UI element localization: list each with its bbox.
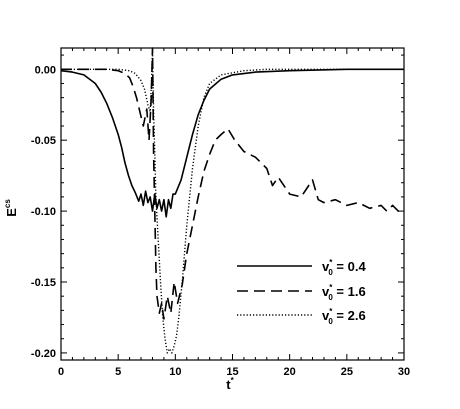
- y-axis-ticks: 0.00 -0.05 -0.10 -0.15 -0.20: [31, 54, 404, 360]
- legend-label-2: v* 0 = 2.6: [322, 307, 366, 326]
- legend-subscript-2: 0: [328, 317, 333, 326]
- legend-superscript-0: *: [329, 258, 333, 267]
- x-tick-label: 0: [58, 366, 64, 378]
- series-line-2: [61, 51, 404, 354]
- legend-symbol-0: v: [322, 259, 330, 274]
- legend-value-1: 1.6: [348, 284, 366, 299]
- y-tick-label: -0.05: [31, 135, 56, 147]
- legend-subscript-1: 0: [328, 293, 333, 302]
- y-axis-label-main: E: [4, 208, 19, 217]
- x-tick-label: 10: [169, 366, 181, 378]
- x-tick-label: 15: [226, 366, 238, 378]
- legend-eq-2: =: [333, 308, 348, 323]
- legend-label-0: v* 0 = 0.4: [322, 258, 366, 277]
- legend-entry-1: v* 0 = 1.6: [237, 283, 366, 302]
- x-tick-label: 30: [398, 366, 410, 378]
- x-tick-label: 20: [284, 366, 296, 378]
- y-tick-label: -0.10: [31, 206, 56, 218]
- x-axis-ticks: 0 5 10 15 20 25 30: [58, 48, 410, 378]
- y-axis-label: Ecs: [3, 199, 19, 217]
- legend-superscript-2: *: [329, 307, 333, 316]
- y-tick-label: 0.00: [35, 64, 56, 76]
- legend-superscript-1: *: [329, 283, 333, 292]
- x-axis-label-main: t: [226, 377, 231, 392]
- y-axis-label-superscript: cs: [3, 199, 12, 208]
- legend-value-2: 2.6: [348, 308, 366, 323]
- legend-subscript-0: 0: [328, 268, 333, 277]
- y-tick-label: -0.15: [31, 277, 56, 289]
- x-axis-label: t*: [226, 376, 234, 392]
- x-axis-label-superscript: *: [231, 376, 235, 385]
- legend-entry-2: v* 0 = 2.6: [237, 307, 366, 326]
- series-line-0: [60, 68, 404, 218]
- legend-value-0: 0.4: [348, 259, 367, 274]
- series-line-1: [61, 47, 405, 320]
- legend-eq-0: =: [333, 259, 348, 274]
- series-lines: [60, 47, 405, 354]
- y-tick-label: -0.20: [31, 348, 56, 360]
- legend-symbol-1: v: [322, 284, 330, 299]
- legend-label-1: v* 0 = 1.6: [322, 283, 366, 302]
- legend-entry-0: v* 0 = 0.4: [237, 258, 366, 277]
- legend-eq-1: =: [333, 284, 348, 299]
- legend: v* 0 = 0.4 v* 0 = 1.6 v* 0 = 2.6: [237, 258, 366, 326]
- legend-symbol-2: v: [322, 308, 330, 323]
- x-tick-label: 5: [115, 366, 121, 378]
- x-tick-label: 25: [341, 366, 353, 378]
